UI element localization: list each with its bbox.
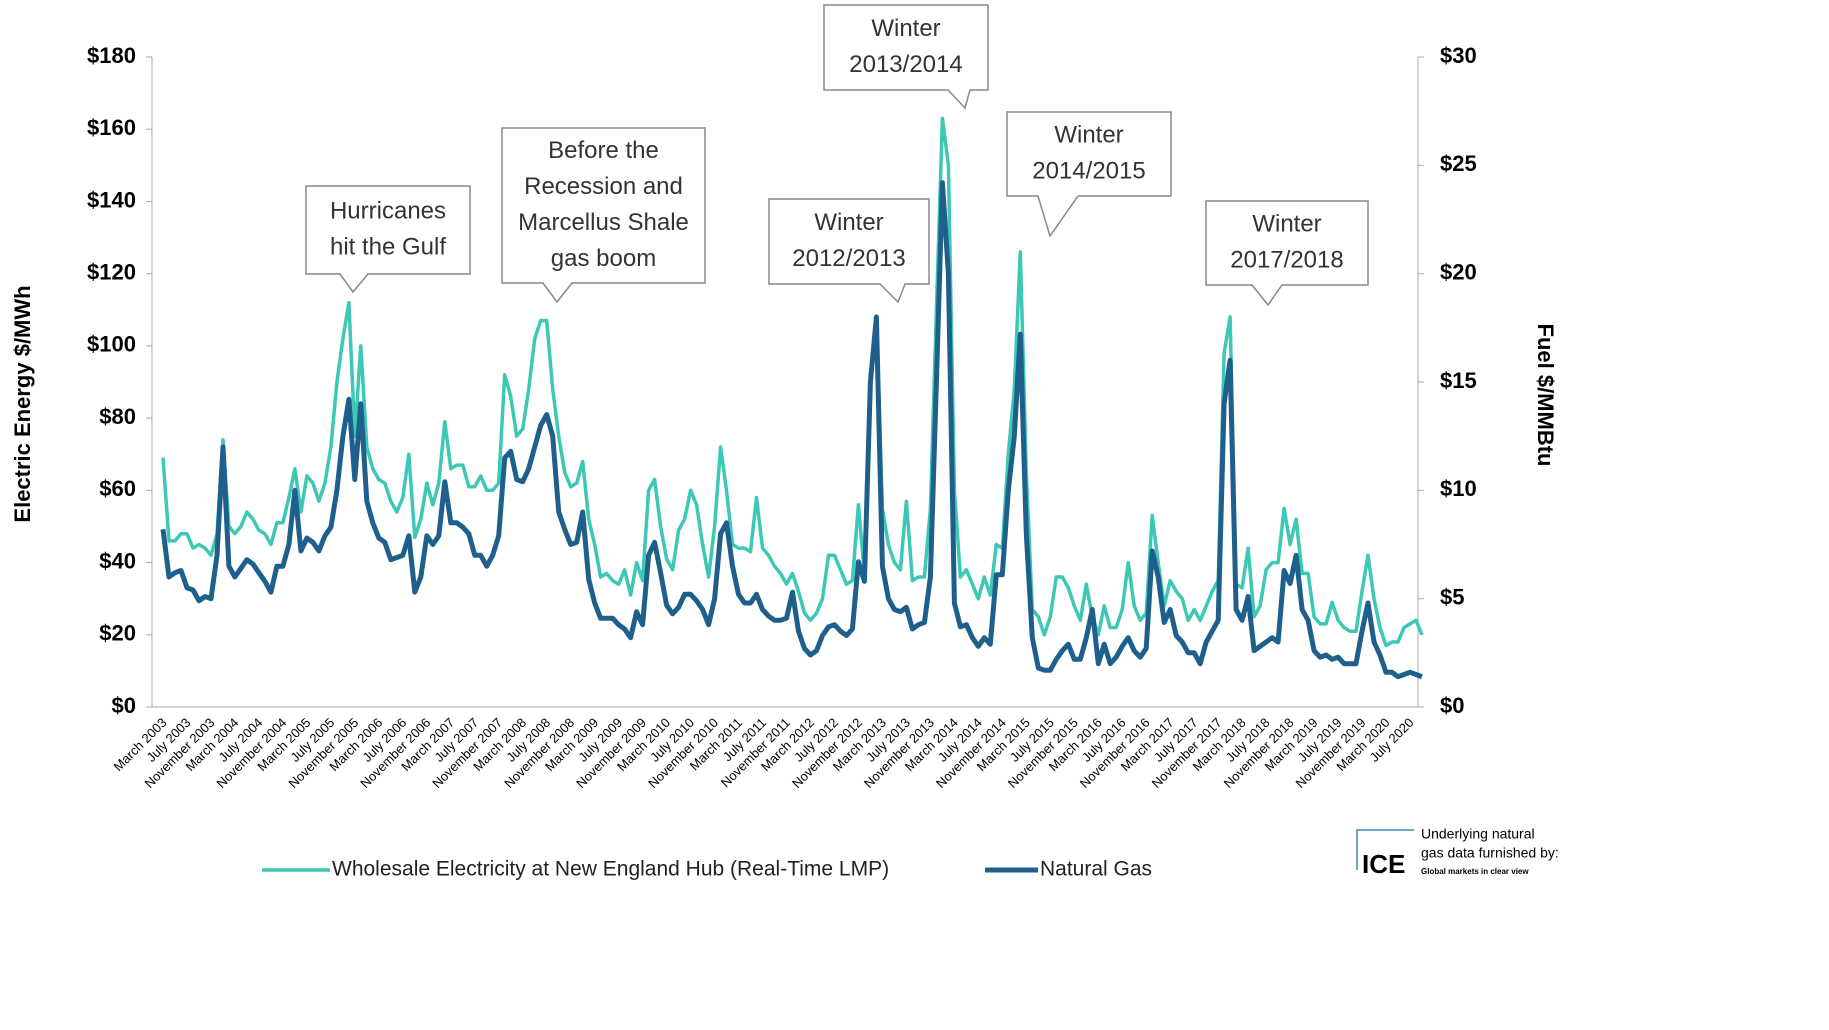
y2-tick-label: $30 bbox=[1440, 43, 1477, 68]
annotation-text: 2017/2018 bbox=[1230, 246, 1343, 273]
annotation-text: Before the bbox=[548, 137, 659, 164]
callout-box bbox=[305, 185, 471, 294]
y-tick-label: $40 bbox=[99, 548, 136, 573]
y-tick-label: $100 bbox=[87, 332, 136, 357]
logo-tagline: Global markets in clear view bbox=[1421, 867, 1529, 876]
annotation-text: Winter bbox=[1252, 210, 1321, 237]
logo-text: Underlying natural bbox=[1421, 826, 1535, 842]
callout-box bbox=[1006, 111, 1172, 238]
annotation-text: Recession and bbox=[524, 173, 683, 200]
y2-tick-label: $10 bbox=[1440, 476, 1477, 501]
annotation-text: 2014/2015 bbox=[1032, 157, 1145, 184]
legend-label: Wholesale Electricity at New England Hub… bbox=[332, 858, 889, 881]
annotation-text: Winter bbox=[1054, 121, 1123, 148]
annotation-text: Winter bbox=[871, 15, 940, 42]
callout-box bbox=[823, 4, 989, 110]
y-tick-label: $0 bbox=[112, 693, 136, 718]
logo-frame bbox=[1356, 829, 1414, 870]
y2-tick-label: $15 bbox=[1440, 368, 1477, 393]
series-line bbox=[161, 116, 1424, 648]
y-tick-label: $60 bbox=[99, 476, 136, 501]
y-tick-label: $20 bbox=[99, 621, 136, 646]
annotation-text: hit the Gulf bbox=[330, 233, 446, 260]
legend-label: Natural Gas bbox=[1040, 858, 1152, 881]
y2-tick-label: $0 bbox=[1440, 693, 1464, 718]
callout-box bbox=[501, 127, 706, 304]
callout-box bbox=[768, 198, 930, 304]
y-tick-label: $140 bbox=[87, 187, 136, 212]
annotation-text: 2012/2013 bbox=[792, 245, 905, 272]
y-tick-label: $80 bbox=[99, 404, 136, 429]
y-tick-label: $180 bbox=[87, 43, 136, 68]
logo-mark: ICE bbox=[1362, 849, 1405, 879]
annotation-text: Marcellus Shale bbox=[518, 209, 689, 236]
annotation-text: Winter bbox=[814, 209, 883, 236]
logo-text: gas data furnished by: bbox=[1421, 845, 1559, 861]
y2-tick-label: $5 bbox=[1440, 584, 1464, 609]
y-tick-label: $120 bbox=[87, 259, 136, 284]
annotation-text: Hurricanes bbox=[330, 197, 446, 224]
y-tick-label: $160 bbox=[87, 115, 136, 140]
series-line bbox=[160, 180, 1423, 680]
annotation-text: 2013/2014 bbox=[849, 51, 962, 78]
callout-box bbox=[1205, 200, 1369, 307]
y2-tick-label: $25 bbox=[1440, 151, 1477, 176]
y2-tick-label: $20 bbox=[1440, 259, 1477, 284]
annotation-text: gas boom bbox=[551, 245, 656, 272]
y2-axis-label: Fuel $/MMBtu bbox=[1533, 324, 1558, 467]
y-axis-label: Electric Energy $/MWh bbox=[10, 285, 35, 522]
